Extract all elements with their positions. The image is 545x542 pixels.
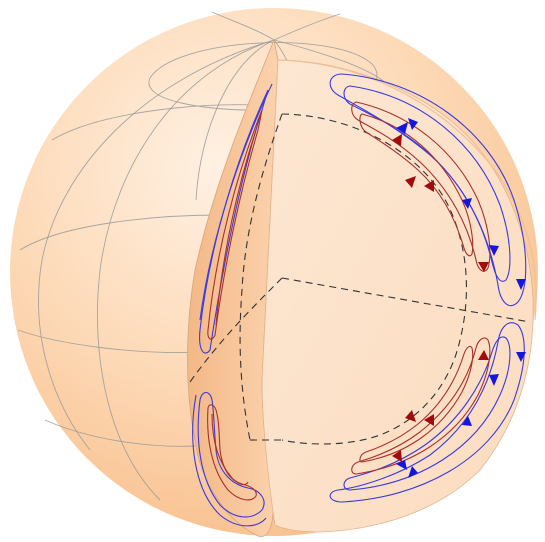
triangle-arrow-blue	[408, 118, 418, 130]
triangle-arrow-red	[405, 176, 416, 188]
triangle-arrow-blue	[489, 245, 499, 256]
triangle-arrow-blue	[516, 279, 526, 290]
triangle-arrow-blue	[396, 122, 408, 134]
flow-cell-left-upper	[199, 83, 273, 354]
inner-core-boundary	[189, 113, 531, 445]
flow-cell-lower-red	[351, 337, 491, 475]
triangle-arrow-blue	[396, 460, 407, 470]
triangle-arrow-red	[478, 262, 489, 272]
triangle-arrow-red	[424, 414, 434, 426]
flow-cell-upper-blue	[329, 73, 527, 307]
triangle-arrow-red	[405, 410, 416, 422]
flow-cells	[192, 73, 527, 527]
triangle-arrow-blue	[462, 416, 472, 426]
triangle-arrow-red	[478, 350, 489, 360]
arrows	[392, 118, 526, 478]
triangle-arrow-red	[392, 134, 402, 146]
triangle-arrow-red	[392, 450, 402, 462]
triangle-arrow-blue	[408, 466, 418, 478]
triangle-arrow-blue	[516, 352, 526, 362]
flow-cell-lower-blue	[329, 322, 525, 503]
triangle-arrow-blue	[462, 198, 472, 209]
flow-cell-left-lower	[192, 391, 267, 527]
flow-cell-upper-red	[351, 101, 491, 272]
triangle-arrow-red	[424, 180, 434, 192]
triangle-arrow-blue	[489, 374, 499, 386]
